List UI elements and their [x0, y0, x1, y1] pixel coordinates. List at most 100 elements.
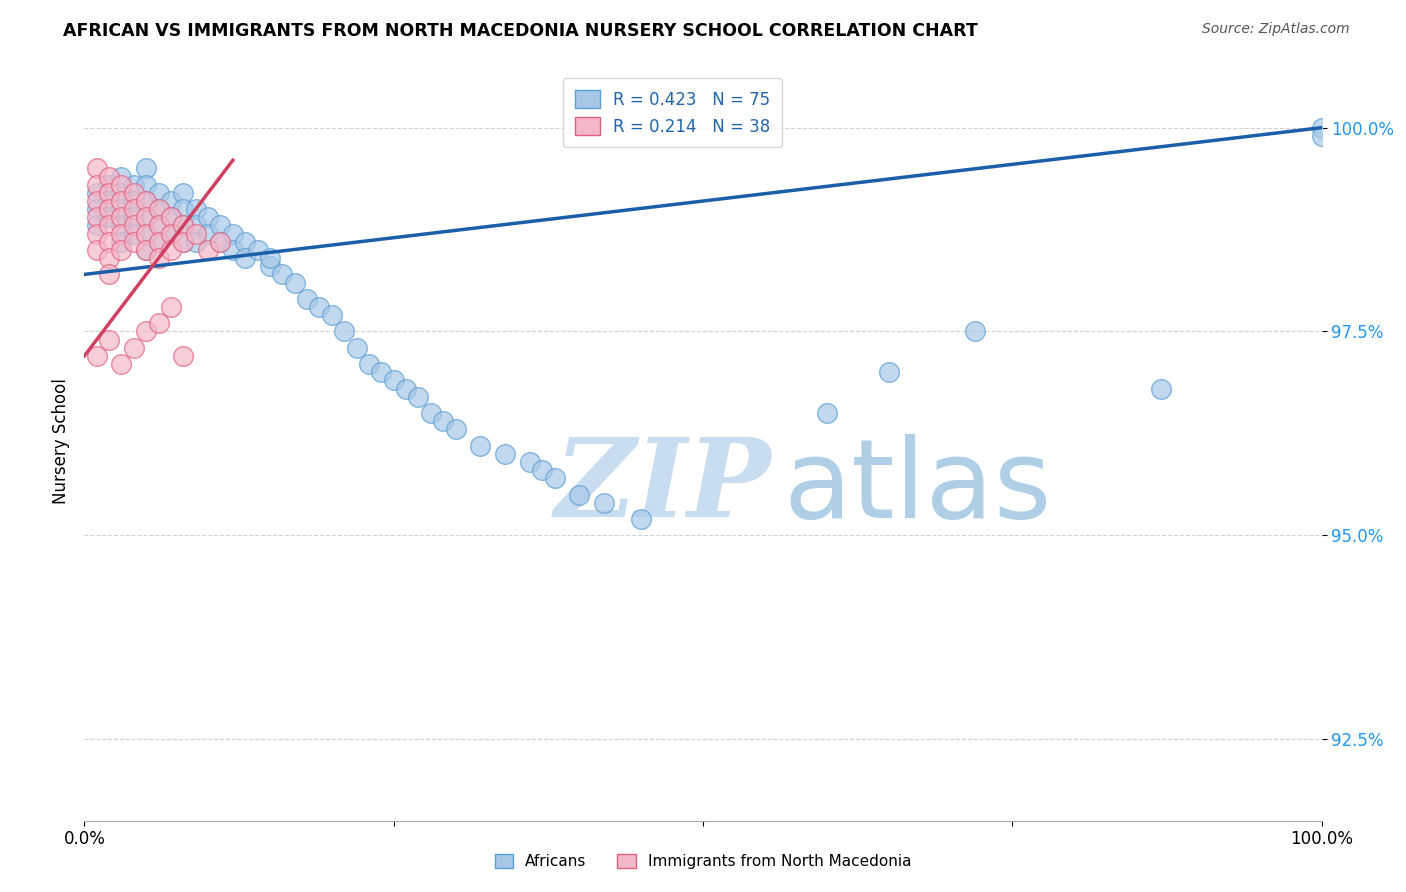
Point — [197, 211, 219, 225]
Point — [135, 227, 157, 241]
Point — [86, 194, 108, 208]
Point — [110, 169, 132, 184]
Point — [135, 227, 157, 241]
Point — [321, 308, 343, 322]
Point — [122, 202, 145, 217]
Point — [233, 251, 256, 265]
Point — [432, 414, 454, 428]
Point — [148, 219, 170, 233]
Point — [148, 202, 170, 217]
Point — [630, 512, 652, 526]
Point — [370, 365, 392, 379]
Point — [122, 211, 145, 225]
Point — [86, 211, 108, 225]
Point — [98, 235, 121, 249]
Point — [172, 349, 194, 363]
Point — [172, 235, 194, 249]
Point — [122, 219, 145, 233]
Point — [98, 219, 121, 233]
Text: ZIP: ZIP — [554, 434, 770, 541]
Point — [1310, 120, 1333, 135]
Point — [98, 194, 121, 208]
Point — [135, 211, 157, 225]
Point — [135, 211, 157, 225]
Point — [122, 178, 145, 192]
Point — [98, 268, 121, 282]
Point — [357, 357, 380, 371]
Point — [160, 211, 183, 225]
Point — [593, 496, 616, 510]
Point — [346, 341, 368, 355]
Point — [110, 178, 132, 192]
Y-axis label: Nursery School: Nursery School — [52, 378, 70, 505]
Point — [160, 227, 183, 241]
Point — [98, 186, 121, 200]
Point — [568, 487, 591, 501]
Legend: R = 0.423   N = 75, R = 0.214   N = 38: R = 0.423 N = 75, R = 0.214 N = 38 — [562, 78, 782, 147]
Point — [184, 235, 207, 249]
Point — [172, 202, 194, 217]
Point — [877, 365, 900, 379]
Point — [197, 227, 219, 241]
Point — [135, 243, 157, 257]
Point — [110, 194, 132, 208]
Point — [444, 422, 467, 436]
Point — [86, 227, 108, 241]
Point — [172, 186, 194, 200]
Point — [98, 202, 121, 217]
Point — [222, 227, 245, 241]
Point — [122, 194, 145, 208]
Point — [148, 202, 170, 217]
Text: Source: ZipAtlas.com: Source: ZipAtlas.com — [1202, 22, 1350, 37]
Point — [519, 455, 541, 469]
Point — [160, 300, 183, 314]
Point — [419, 406, 441, 420]
Point — [148, 251, 170, 265]
Point — [308, 300, 330, 314]
Point — [122, 227, 145, 241]
Point — [122, 341, 145, 355]
Point — [148, 186, 170, 200]
Point — [197, 243, 219, 257]
Text: AFRICAN VS IMMIGRANTS FROM NORTH MACEDONIA NURSERY SCHOOL CORRELATION CHART: AFRICAN VS IMMIGRANTS FROM NORTH MACEDON… — [63, 22, 979, 40]
Point — [172, 219, 194, 233]
Point — [98, 333, 121, 347]
Point — [98, 251, 121, 265]
Point — [233, 235, 256, 249]
Point — [246, 243, 269, 257]
Point — [395, 382, 418, 396]
Point — [148, 219, 170, 233]
Point — [98, 211, 121, 225]
Point — [160, 194, 183, 208]
Point — [98, 169, 121, 184]
Point — [110, 202, 132, 217]
Point — [172, 219, 194, 233]
Point — [86, 178, 108, 192]
Point — [135, 194, 157, 208]
Point — [135, 194, 157, 208]
Point — [122, 186, 145, 200]
Point — [1150, 382, 1173, 396]
Point — [172, 235, 194, 249]
Point — [135, 243, 157, 257]
Point — [148, 235, 170, 249]
Point — [184, 202, 207, 217]
Point — [135, 161, 157, 176]
Point — [815, 406, 838, 420]
Point — [965, 325, 987, 339]
Point — [209, 235, 232, 249]
Point — [259, 251, 281, 265]
Point — [184, 219, 207, 233]
Point — [110, 357, 132, 371]
Point — [135, 178, 157, 192]
Point — [222, 243, 245, 257]
Point — [543, 471, 565, 485]
Point — [122, 235, 145, 249]
Point — [408, 390, 430, 404]
Point — [110, 243, 132, 257]
Point — [110, 186, 132, 200]
Point — [470, 439, 492, 453]
Point — [148, 235, 170, 249]
Point — [184, 227, 207, 241]
Point — [531, 463, 554, 477]
